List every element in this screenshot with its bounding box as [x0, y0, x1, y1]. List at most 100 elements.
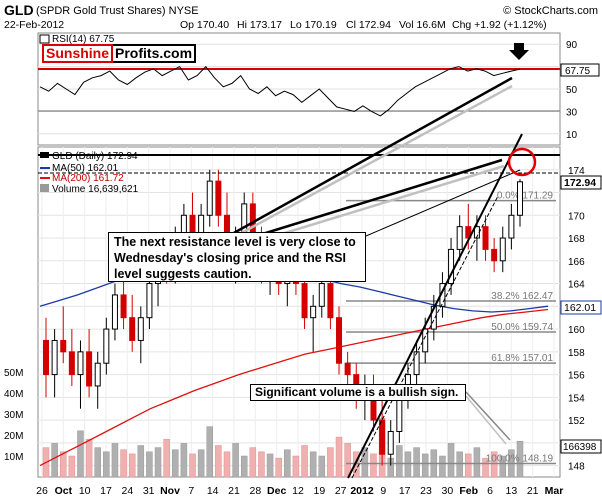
- x-tick-label: 27: [335, 485, 347, 497]
- volume-bar: [490, 451, 498, 478]
- price-tick-label: 152: [568, 416, 585, 427]
- candle-body: [103, 328, 110, 364]
- volume-bar: [103, 451, 110, 478]
- volume-badge-box: [560, 439, 602, 454]
- volume-bar: [421, 453, 429, 478]
- candle-body: [456, 226, 463, 250]
- candle-body: [327, 283, 334, 319]
- x-tick-label: Mar: [545, 485, 564, 497]
- volume-bar: [499, 455, 507, 478]
- x-tick-label: Dec: [267, 485, 286, 497]
- candle-body: [60, 339, 67, 353]
- price-tick-label: 164: [568, 280, 585, 291]
- ma200-line: [39, 308, 549, 467]
- candle-body: [111, 294, 118, 330]
- x-tick-label: Oct: [55, 485, 73, 497]
- volume-bar: [68, 455, 76, 478]
- down-arrow-icon: [509, 43, 529, 60]
- volume-bar: [413, 447, 420, 478]
- volume-bar: [51, 443, 58, 478]
- symbol: GLD: [4, 2, 34, 18]
- volume-bar: [275, 457, 282, 478]
- volume-badge: 166398: [563, 442, 597, 453]
- pointer-line-price-1: [255, 158, 503, 238]
- legend-gld-swatch: [40, 152, 49, 158]
- x-tick-label: 19: [313, 485, 325, 497]
- volume-bar: [447, 443, 455, 478]
- x-tick-label: 14: [207, 485, 219, 497]
- candle-body: [137, 317, 144, 341]
- rsi-tick-label: 50: [566, 85, 578, 96]
- logo-part-1: Sunshine: [42, 44, 114, 63]
- pointer-line-price-2: [261, 164, 505, 242]
- volume-bars: [42, 417, 524, 478]
- candle-body: [336, 317, 343, 364]
- price-tick-label: 168: [568, 234, 585, 245]
- ma50-badge: 162.01: [564, 302, 596, 314]
- price-tick-label: 166: [568, 257, 585, 268]
- candle-body: [499, 237, 506, 262]
- candle-body: [310, 305, 317, 319]
- pointer-line-volume-1: [465, 391, 511, 441]
- x-tick-label: 17: [100, 485, 112, 497]
- legend-volume-swatch: [40, 184, 49, 192]
- volume-tick-label: 30M: [4, 410, 23, 421]
- volume-bar: [172, 449, 179, 478]
- candle-body: [51, 339, 58, 376]
- candle-body: [86, 351, 93, 387]
- volume-bar: [309, 451, 317, 478]
- volume-bar: [361, 447, 369, 478]
- x-tick-label: 26: [36, 485, 48, 497]
- volume-bar: [59, 451, 67, 478]
- x-tick-label: 28: [249, 485, 261, 497]
- volume-tick-label: 50M: [4, 368, 23, 379]
- volume-tick-label: 20M: [4, 431, 23, 442]
- price-tick-label: 158: [568, 348, 585, 359]
- volume-bar: [240, 455, 248, 478]
- rsi-tick-label: 30: [566, 107, 578, 118]
- volume-bar: [85, 438, 93, 478]
- volume-bar: [206, 426, 213, 478]
- x-tick-label: Nov: [160, 485, 180, 497]
- volume-bar: [137, 445, 145, 478]
- sunshine-profits-logo: Sunshine Profits.com: [42, 44, 197, 63]
- resistance-circle: [507, 147, 537, 177]
- volume-bar: [344, 443, 351, 478]
- candle-body: [215, 180, 222, 216]
- price-tick-label: 156: [568, 371, 585, 382]
- volume-axis-ticks: 50M 40M 30M 20M 10M: [4, 368, 23, 463]
- fib-label: 100.0% 148.19: [486, 453, 554, 464]
- x-tick-label: 21: [527, 485, 539, 497]
- candle-body: [508, 214, 515, 239]
- volume-bar: [94, 447, 101, 478]
- trend-line-dashed: [351, 195, 499, 479]
- volume-bar: [163, 438, 170, 478]
- volume-bar: [473, 447, 481, 478]
- x-tick-label: 23: [420, 485, 432, 497]
- volume-bar: [465, 453, 472, 478]
- candle-body: [129, 317, 136, 341]
- volume-bar: [223, 451, 231, 478]
- date: 22-Feb-2012: [4, 19, 64, 31]
- security-name: (SPDR Gold Trust Shares) NYSE: [36, 5, 199, 17]
- volume-bar: [266, 453, 274, 478]
- x-tick-label: 13: [505, 485, 517, 497]
- price-tick-label: 174: [568, 166, 585, 177]
- volume-bar: [327, 447, 334, 478]
- volume-bar: [197, 449, 205, 478]
- rsi-tick-label: 10: [566, 130, 578, 141]
- ma50-badge-box: [560, 300, 602, 315]
- price-axis-ticks: 174170168166164162160158156154152150148: [568, 166, 585, 473]
- price-tick-label: 170: [568, 211, 585, 222]
- price-tick-label: 154: [568, 393, 585, 404]
- last-price-badge-box: [560, 175, 602, 190]
- candle-body: [379, 419, 386, 455]
- volume-bar: [120, 449, 127, 478]
- credit: © StockCharts.com: [503, 5, 598, 17]
- volume-bar: [154, 447, 162, 478]
- volume-bar: [232, 443, 239, 478]
- x-tick-label: 21: [228, 485, 240, 497]
- volume-bar: [516, 441, 524, 478]
- fib-label: 38.2% 162.47: [491, 291, 553, 302]
